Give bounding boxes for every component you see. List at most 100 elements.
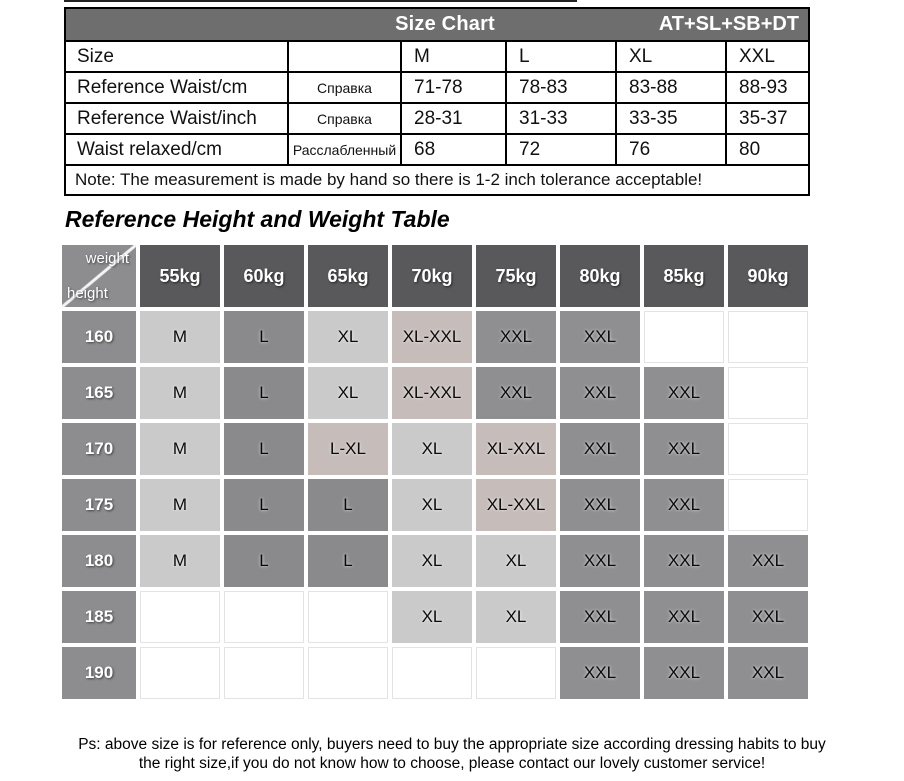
value-cell: M bbox=[400, 40, 507, 73]
size-value-cell: XXL bbox=[728, 647, 808, 699]
size-value-cell: L bbox=[224, 535, 304, 587]
size-value-cell bbox=[224, 591, 304, 643]
size-value-cell bbox=[140, 647, 220, 699]
size-value-cell: XL bbox=[476, 591, 556, 643]
size-value-cell: XXL bbox=[476, 367, 556, 419]
corner-cell: weight height bbox=[62, 245, 136, 307]
hw-row: 175 M L L XL XL-XXL XXL XXL bbox=[62, 479, 808, 531]
size-value-cell: XXL bbox=[644, 423, 724, 475]
hw-row: 170 M L L-XL XL XL-XXL XXL XXL bbox=[62, 423, 808, 475]
size-value-cell: XXL bbox=[644, 479, 724, 531]
value-cell: 28-31 bbox=[400, 102, 507, 135]
value-cell: L bbox=[505, 40, 617, 73]
height-cell: 175 bbox=[62, 479, 136, 531]
footer-line-2: the right size,if you do not know how to… bbox=[138, 755, 766, 772]
height-cell: 165 bbox=[62, 367, 136, 419]
hw-rows: 160 M L XL XL-XXL XXL XXL 165 M L XL XL-XXL XXL XXL XX… bbox=[62, 311, 808, 699]
size-value-cell: L bbox=[224, 423, 304, 475]
weight-header-cell: 85kg bbox=[644, 245, 724, 307]
weight-header-cell: 70kg bbox=[392, 245, 472, 307]
value-cell: 78-83 bbox=[505, 71, 617, 104]
value-cell: XL bbox=[615, 40, 727, 73]
size-value-cell: XL bbox=[476, 535, 556, 587]
row-note-ru: Расслабленный bbox=[287, 133, 402, 166]
size-value-cell: L-XL bbox=[308, 423, 388, 475]
size-value-cell: L bbox=[224, 479, 304, 531]
size-value-cell: XXL bbox=[728, 535, 808, 587]
top-crop-line bbox=[64, 0, 577, 2]
size-value-cell: XL bbox=[392, 591, 472, 643]
value-cell: 31-33 bbox=[505, 102, 617, 135]
weight-header-cell: 65kg bbox=[308, 245, 388, 307]
size-value-cell: L bbox=[308, 535, 388, 587]
size-value-cell: XL bbox=[308, 367, 388, 419]
weight-header-cell: 75kg bbox=[476, 245, 556, 307]
value-cell: 83-88 bbox=[615, 71, 727, 104]
row-note-ru: Справка bbox=[287, 71, 402, 104]
size-value-cell bbox=[224, 647, 304, 699]
value-cell: 33-35 bbox=[615, 102, 727, 135]
size-chart-rows: Size M L XL XXL Reference Waist/cm Справка 71-7… bbox=[64, 40, 811, 166]
size-value-cell: XXL bbox=[560, 647, 640, 699]
size-value-cell: XXL bbox=[560, 423, 640, 475]
size-value-cell: XXL bbox=[644, 591, 724, 643]
weight-header-cell: 90kg bbox=[728, 245, 808, 307]
height-cell: 160 bbox=[62, 311, 136, 363]
value-cell: 71-78 bbox=[400, 71, 507, 104]
hw-row: 180 M L L XL XL XXL XXL XXL bbox=[62, 535, 808, 587]
size-chart-header-row: Size Chart AT+SL+SB+DT bbox=[63, 7, 811, 42]
size-chart-table: Size Chart AT+SL+SB+DT Size M L XL XXL Refere… bbox=[63, 7, 811, 196]
size-chart-row: Reference Waist/inch Справка 28-31 31-33 33-… bbox=[64, 102, 811, 135]
size-value-cell bbox=[308, 591, 388, 643]
size-value-cell: L bbox=[224, 367, 304, 419]
row-label: Waist relaxed/cm bbox=[64, 133, 289, 166]
size-value-cell bbox=[392, 647, 472, 699]
row-label: Reference Waist/inch bbox=[64, 102, 289, 135]
size-value-cell bbox=[728, 367, 808, 419]
hw-table-title: Reference Height and Weight Table bbox=[65, 206, 450, 232]
note-row: Note: The measurement is made by hand so… bbox=[63, 164, 811, 196]
size-value-cell: XXL bbox=[644, 535, 724, 587]
tolerance-note: Note: The measurement is made by hand so… bbox=[63, 164, 811, 196]
size-value-cell: XXL bbox=[728, 591, 808, 643]
size-value-cell: XL bbox=[392, 479, 472, 531]
height-cell: 170 bbox=[62, 423, 136, 475]
size-value-cell: XL-XXL bbox=[476, 423, 556, 475]
product-code: AT+SL+SB+DT bbox=[658, 12, 800, 35]
size-value-cell: XXL bbox=[560, 367, 640, 419]
value-cell: 88-93 bbox=[724, 71, 811, 104]
size-value-cell: L bbox=[308, 479, 388, 531]
size-chart-row: Reference Waist/cm Справка 71-78 78-83 83-88… bbox=[64, 71, 811, 104]
value-cell: 72 bbox=[505, 133, 617, 166]
row-label: Reference Waist/cm bbox=[64, 71, 289, 104]
weight-header-cell: 60kg bbox=[224, 245, 304, 307]
value-cell: XXL bbox=[724, 40, 811, 73]
value-cell: 76 bbox=[615, 133, 727, 166]
hw-row: 165 M L XL XL-XXL XXL XXL XXL bbox=[62, 367, 808, 419]
size-value-cell: L bbox=[224, 311, 304, 363]
size-value-cell: M bbox=[140, 479, 220, 531]
size-chart-header-bar: Size Chart AT+SL+SB+DT bbox=[63, 7, 811, 42]
height-cell: 180 bbox=[62, 535, 136, 587]
size-value-cell: XL-XXL bbox=[476, 479, 556, 531]
height-weight-table: weight height 55kg 60kg 65kg 70kg 75kg 80kg 85… bbox=[58, 241, 812, 703]
row-label: Size bbox=[64, 40, 289, 73]
size-chart-row: Waist relaxed/cm Расслабленный 68 72 76 80 bbox=[64, 133, 811, 166]
size-value-cell: XXL bbox=[476, 311, 556, 363]
size-chart-row: Size M L XL XXL bbox=[64, 40, 811, 73]
size-value-cell bbox=[308, 647, 388, 699]
size-value-cell: XXL bbox=[644, 647, 724, 699]
size-value-cell bbox=[140, 591, 220, 643]
row-note-ru bbox=[287, 40, 402, 73]
hw-row: 185 XL XL XXL XXL XXL bbox=[62, 591, 808, 643]
size-value-cell: XXL bbox=[560, 591, 640, 643]
size-value-cell bbox=[728, 423, 808, 475]
size-value-cell bbox=[476, 647, 556, 699]
corner-weight-label: weight bbox=[85, 250, 129, 267]
size-value-cell: XXL bbox=[560, 311, 640, 363]
size-value-cell: XXL bbox=[644, 367, 724, 419]
size-value-cell: M bbox=[140, 535, 220, 587]
value-cell: 68 bbox=[400, 133, 507, 166]
corner-height-label: height bbox=[67, 285, 108, 302]
value-cell: 35-37 bbox=[724, 102, 811, 135]
